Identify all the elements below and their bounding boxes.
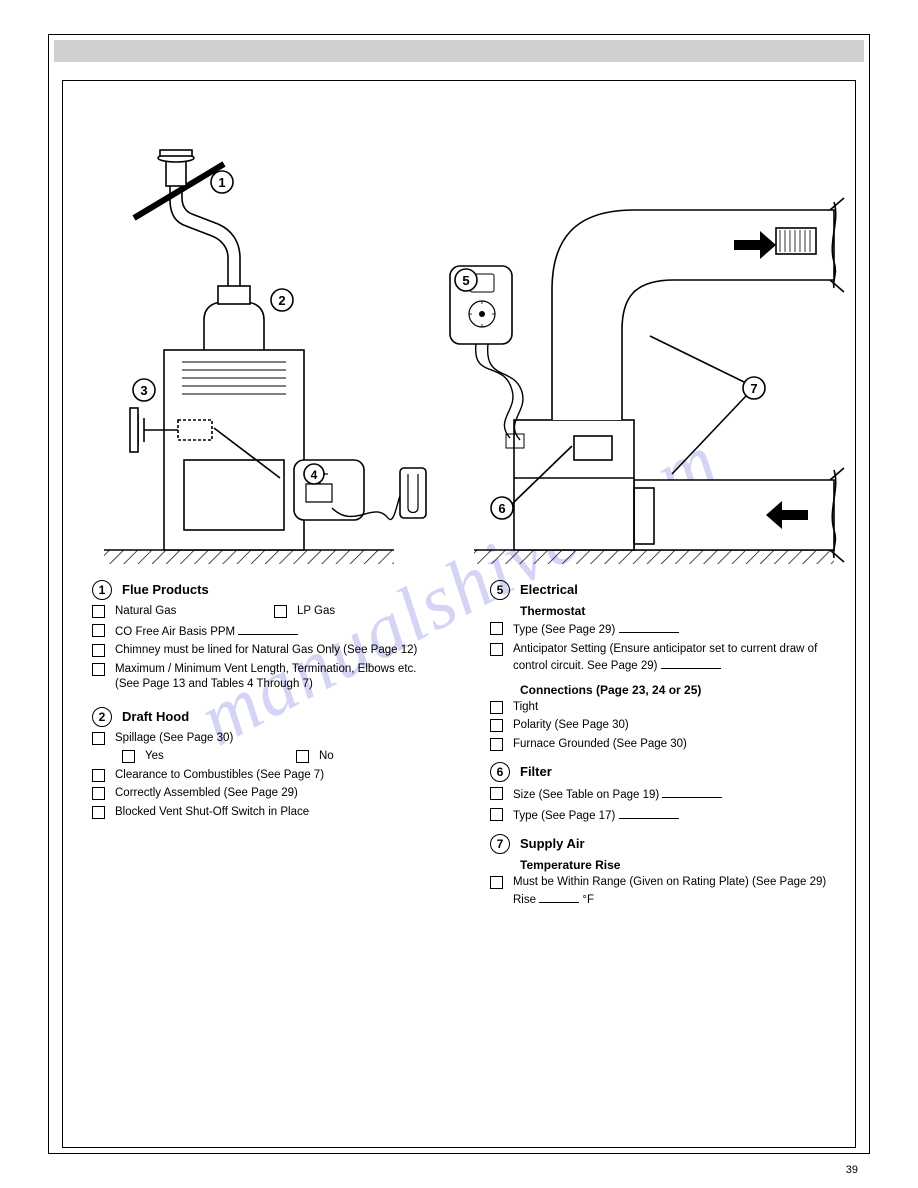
section-head-2: Draft Hood — [122, 709, 189, 724]
list-item: Yes No — [122, 749, 440, 765]
item-text: Natural Gas — [115, 604, 258, 620]
section-head-7: Supply Air — [520, 836, 585, 851]
svg-text:1: 1 — [218, 175, 225, 190]
list-item: Polarity (See Page 30) — [490, 718, 838, 734]
checkbox-icon[interactable] — [490, 787, 503, 800]
item-text: Spillage (See Page 30) — [115, 731, 440, 747]
checkbox-icon[interactable] — [274, 605, 287, 618]
item-text: Anticipator Setting (Ensure anticipator … — [513, 642, 838, 675]
section-6: 6 Filter — [490, 762, 838, 782]
item-text: Blocked Vent Shut-Off Switch in Place — [115, 805, 440, 821]
section-1: 1 Flue Products — [92, 580, 440, 600]
section-5: 5 Electrical — [490, 580, 838, 600]
subhead: Temperature Rise — [520, 858, 838, 872]
list-item: Type (See Page 29) — [490, 621, 838, 639]
item-text: Furnace Grounded (See Page 30) — [513, 737, 838, 753]
item-text: Chimney must be lined for Natural Gas On… — [115, 643, 440, 659]
item-text: Clearance to Combustibles (See Page 7) — [115, 768, 440, 784]
item-text: Size (See Table on Page 19) — [513, 786, 838, 804]
list-item: Tight — [490, 700, 838, 716]
section-num-2: 2 — [92, 707, 112, 727]
checkbox-icon[interactable] — [490, 622, 503, 635]
section-2: 2 Draft Hood — [92, 707, 440, 727]
item-text: Correctly Assembled (See Page 29) — [115, 786, 440, 802]
section-head-1: Flue Products — [122, 582, 209, 597]
page-number: 39 — [846, 1164, 858, 1176]
header-bar — [54, 40, 864, 62]
svg-text:3: 3 — [140, 383, 147, 398]
subhead: Connections (Page 23, 24 or 25) — [520, 683, 838, 697]
section-num-6: 6 — [490, 762, 510, 782]
item-text: CO Free Air Basis PPM — [115, 623, 440, 641]
svg-text:6: 6 — [498, 501, 505, 516]
list-item: Size (See Table on Page 19) — [490, 786, 838, 804]
list-item: Correctly Assembled (See Page 29) — [92, 786, 440, 802]
item-text: Maximum / Minimum Vent Length, Terminati… — [115, 662, 440, 693]
list-item: Anticipator Setting (Ensure anticipator … — [490, 642, 838, 675]
checkbox-icon[interactable] — [490, 876, 503, 889]
checkbox-icon[interactable] — [92, 769, 105, 782]
list-item: Type (See Page 17) — [490, 807, 838, 825]
section-head-6: Filter — [520, 764, 552, 779]
section-num-7: 7 — [490, 834, 510, 854]
svg-text:4: 4 — [311, 468, 318, 482]
section-head-5: Electrical — [520, 582, 578, 597]
checkbox-icon[interactable] — [296, 750, 309, 763]
item-text: Yes — [145, 749, 266, 765]
checklist-columns: 1 Flue Products Natural Gas LP Gas CO Fr… — [92, 580, 838, 1138]
list-item: Chimney must be lined for Natural Gas On… — [92, 643, 440, 659]
list-item: CO Free Air Basis PPM — [92, 623, 440, 641]
right-column: 5 Electrical Thermostat Type (See Page 2… — [490, 580, 838, 1138]
checkbox-icon[interactable] — [490, 738, 503, 751]
list-item: Must be Within Range (Given on Rating Pl… — [490, 875, 838, 908]
checkbox-icon[interactable] — [490, 808, 503, 821]
checkbox-icon[interactable] — [92, 732, 105, 745]
subhead: Thermostat — [520, 604, 838, 618]
list-item: Maximum / Minimum Vent Length, Terminati… — [92, 662, 440, 693]
list-item: Spillage (See Page 30) — [92, 731, 440, 747]
list-item: Clearance to Combustibles (See Page 7) — [92, 768, 440, 784]
checkbox-icon[interactable] — [92, 806, 105, 819]
item-text: Polarity (See Page 30) — [513, 718, 838, 734]
item-text: Must be Within Range (Given on Rating Pl… — [513, 875, 838, 908]
item-text: LP Gas — [297, 604, 440, 620]
list-item: Furnace Grounded (See Page 30) — [490, 737, 838, 753]
list-item: Blocked Vent Shut-Off Switch in Place — [92, 805, 440, 821]
left-column: 1 Flue Products Natural Gas LP Gas CO Fr… — [92, 580, 440, 1138]
checkbox-icon[interactable] — [92, 644, 105, 657]
checkbox-icon[interactable] — [490, 643, 503, 656]
list-item: Natural Gas LP Gas — [92, 604, 440, 620]
checkbox-icon[interactable] — [92, 787, 105, 800]
item-text: No — [319, 749, 440, 765]
section-7: 7 Supply Air — [490, 834, 838, 854]
svg-text:2: 2 — [278, 293, 285, 308]
checkbox-icon[interactable] — [490, 719, 503, 732]
svg-text:7: 7 — [750, 381, 757, 396]
section-num-1: 1 — [92, 580, 112, 600]
checkbox-icon[interactable] — [122, 750, 135, 763]
item-text: Tight — [513, 700, 838, 716]
svg-text:5: 5 — [462, 273, 469, 288]
installation-diagram: 1 2 3 4 — [70, 90, 848, 570]
checkbox-icon[interactable] — [92, 624, 105, 637]
section-num-5: 5 — [490, 580, 510, 600]
checkbox-icon[interactable] — [490, 701, 503, 714]
checkbox-icon[interactable] — [92, 663, 105, 676]
item-text: Type (See Page 29) — [513, 621, 838, 639]
checkbox-icon[interactable] — [92, 605, 105, 618]
item-text: Type (See Page 17) — [513, 807, 838, 825]
